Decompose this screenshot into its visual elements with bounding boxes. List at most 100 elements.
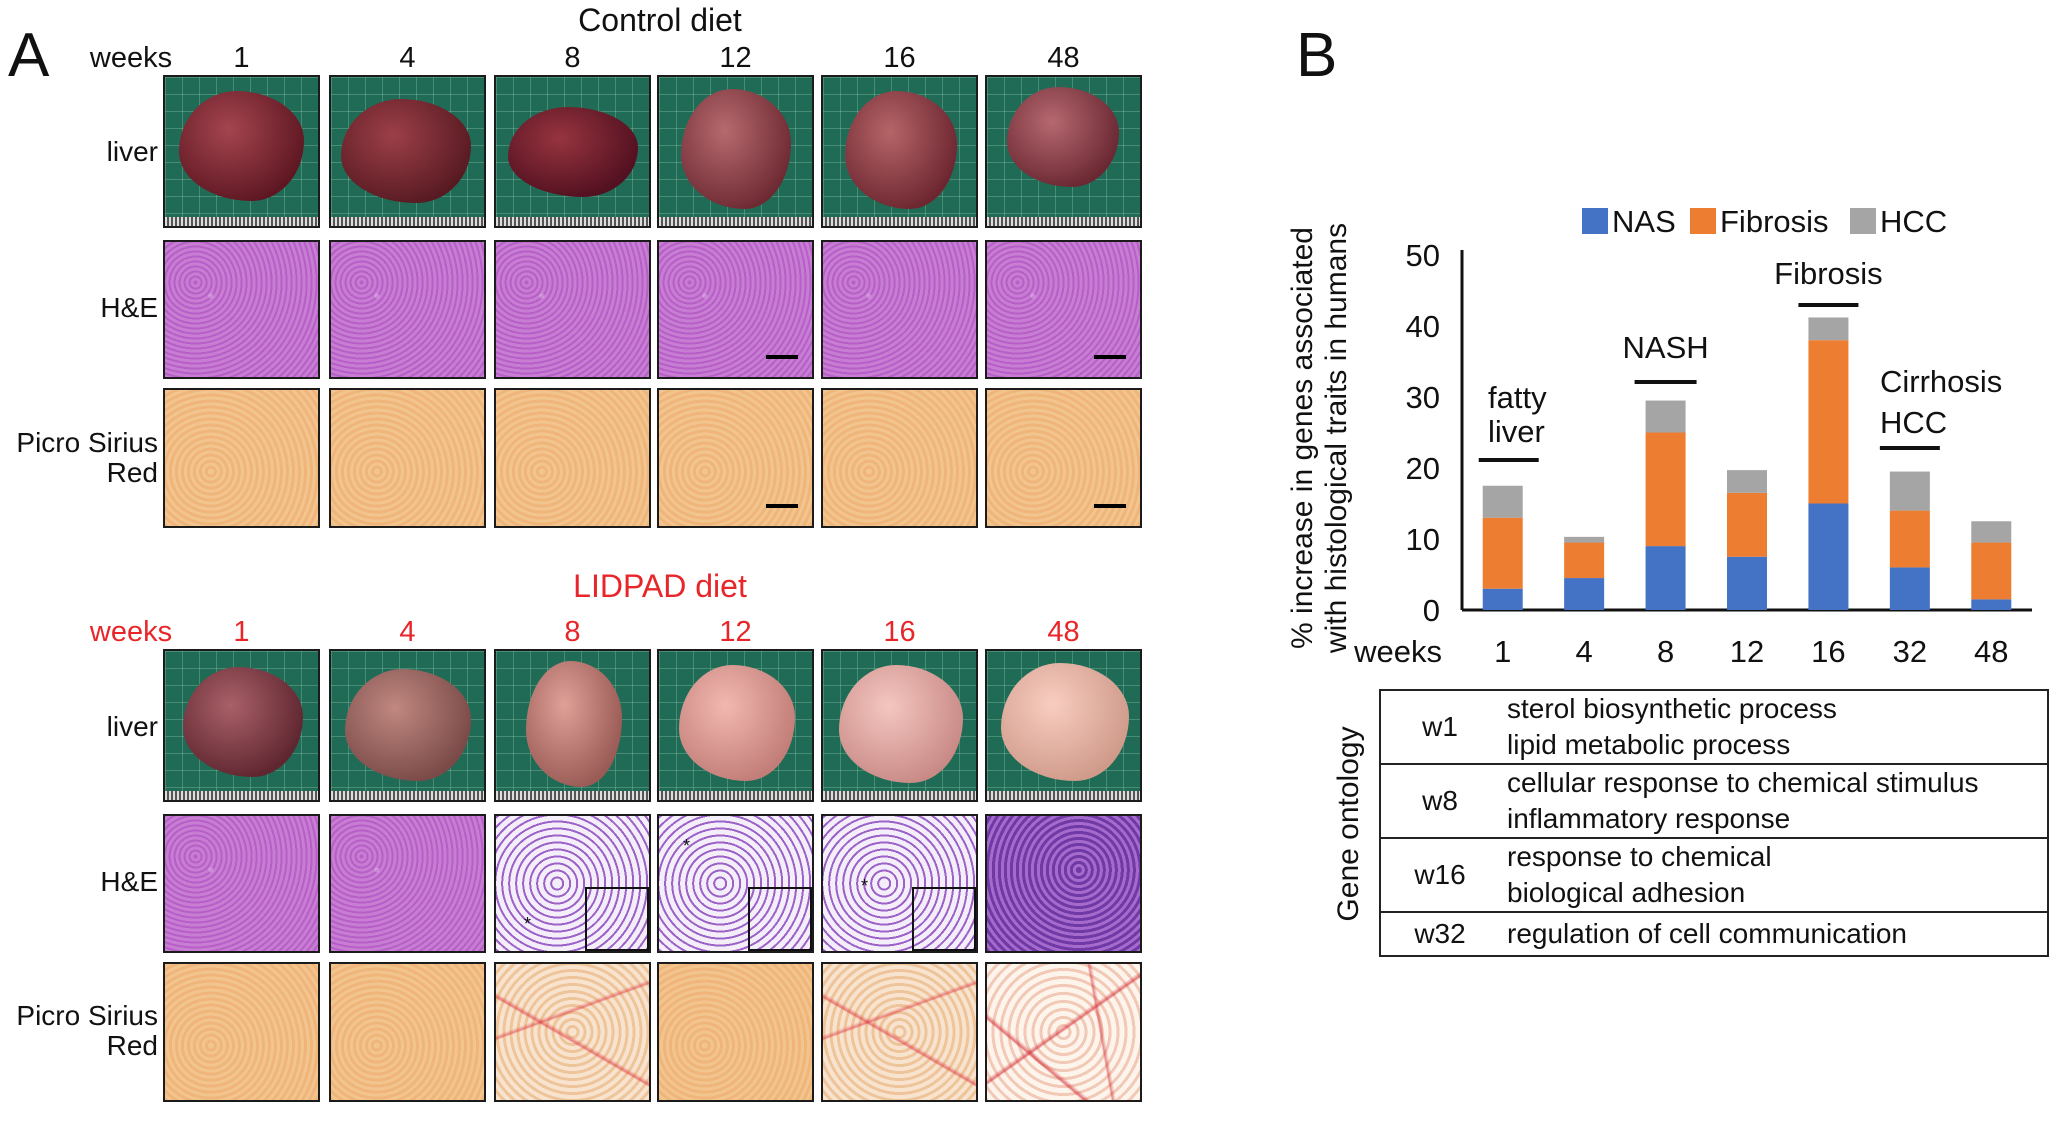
bar-segment-fibrosis-week-1 [1482,517,1523,589]
panel-a-letter: A [8,21,50,90]
bar-segment-hcc-week-1 [1482,485,1523,518]
gene-ontology-table: w1 sterol biosynthetic process lipid metab… [1379,689,2049,957]
lidpad-picrosirius-micrograph [163,962,320,1102]
bar-segment-nas-week-12 [1727,556,1767,610]
asterisk-marker: * [524,914,532,934]
gene-ontology-row: w32 regulation of cell communication [1379,911,2049,957]
bar-segment-nas-week-16 [1808,503,1849,610]
lidpad-liver-photo [329,649,486,802]
control-week-12: 12 [719,42,752,74]
gene-ontology-term: cellular response to chemical stimulus [1507,767,1979,798]
bar-segment-hcc-week-32 [1889,471,1930,511]
x-tick-label: 1 [1494,634,1511,669]
control-liver-photo [657,75,814,228]
control-he-micrograph [329,240,486,379]
scale-bar [1094,504,1126,508]
inset-frame [748,887,812,951]
bar-segment-nas-week-48 [1971,599,2012,610]
stage-annotation-text: liver [1488,414,1545,449]
lidpad-week-4: 4 [399,616,416,648]
bar-segment-hcc-week-16 [1808,317,1849,341]
lidpad-liver-photo [985,649,1142,802]
y-axis-title: % increase in genes associatedwith histo… [1286,223,1353,654]
control-liver-photo [985,75,1142,228]
lidpad-he-micrograph: * [494,814,651,953]
control-week-8: 8 [564,42,581,74]
scale-bar [766,504,798,508]
bar-segment-hcc-week-48 [1971,521,2012,543]
lidpad-he-micrograph [163,814,320,953]
bar-segment-nas-week-4 [1564,578,1605,610]
x-tick-label: 32 [1893,634,1927,669]
lidpad-row-label-psr: Picro Sirius Red [16,1000,158,1061]
control-week-48: 48 [1047,42,1080,74]
control-he-micrograph [163,240,320,379]
gene-ontology-row: w8 cellular response to chemical stimulus… [1379,763,2049,839]
bar-segment-nas-week-8 [1645,546,1686,610]
gene-ontology-week: w16 [1379,837,1499,913]
control-row-label-psr: Picro Sirius Red [16,427,158,488]
x-axis-title: weeks [1353,634,1442,669]
control-liver-photo [329,75,486,228]
control-week-4: 4 [399,42,416,74]
gene-ontology-week: w8 [1379,763,1499,839]
scale-bar [766,355,798,359]
legend-swatch-fibrosis [1690,208,1716,234]
inset-frame [585,887,649,951]
lidpad-weeks-label: weeks [89,616,173,648]
gene-ontology-label: Gene ontology [1332,726,1365,922]
lidpad-he-micrograph [329,814,486,953]
control-week-16: 16 [883,42,916,74]
control-he-micrograph [821,240,978,379]
stage-annotation-text: Cirrhosis [1880,364,2002,399]
bar-segment-hcc-week-8 [1645,400,1686,433]
control-liver-photo [163,75,320,228]
y-axis-title-line: % increase in genes associated [1286,227,1319,649]
lidpad-he-micrograph [985,814,1142,953]
control-he-micrograph [985,240,1142,379]
lidpad-row-label-liver: liver [106,711,158,742]
y-axis-title-line: with histological traits in humans [1320,223,1353,654]
lidpad-week-48: 48 [1047,616,1080,648]
stage-annotation-text: NASH [1623,330,1709,365]
lidpad-liver-photo [657,649,814,802]
gene-ontology-term: response to chemical [1507,841,1772,872]
gene-ontology-terms: regulation of cell communication [1499,911,2049,957]
control-weeks-label: weeks [89,42,173,74]
panel-b-letter: B [1296,21,1338,90]
legend-swatch-hcc [1850,208,1876,234]
bar-segment-fibrosis-week-4 [1564,542,1605,579]
lidpad-picrosirius-micrograph [821,962,978,1102]
bar-segment-nas-week-32 [1889,567,1930,610]
control-picrosirius-micrograph [985,388,1142,528]
bar-segment-hcc-week-12 [1727,470,1767,493]
lidpad-he-micrograph: * [821,814,978,953]
y-tick-label: 20 [1406,451,1440,486]
gene-ontology-row: w1 sterol biosynthetic process lipid metab… [1379,689,2049,765]
x-tick-label: 12 [1730,634,1764,669]
gene-ontology-term: regulation of cell communication [1507,918,1907,949]
x-tick-label: 4 [1576,634,1593,669]
lidpad-liver-photo [821,649,978,802]
control-liver-photo [821,75,978,228]
gene-ontology-terms: response to chemical biological adhesion [1499,837,2049,913]
bar-segment-fibrosis-week-8 [1645,432,1686,547]
gene-ontology-term: lipid metabolic process [1507,729,1791,760]
control-picrosirius-micrograph [329,388,486,528]
control-diet-title: Control diet [578,2,742,38]
stage-annotation-text: fatty [1488,380,1547,415]
bar-segment-fibrosis-week-16 [1808,340,1849,504]
legend-label-fibrosis: Fibrosis [1720,204,1829,239]
bar-segment-hcc-week-4 [1564,536,1605,543]
gene-ontology-week: w1 [1379,689,1499,765]
x-tick-label: 16 [1811,634,1845,669]
lidpad-week-12: 12 [719,616,752,648]
y-tick-label: 10 [1406,522,1440,557]
legend-label-nas: NAS [1612,204,1676,239]
x-tick-label: 48 [1974,634,2008,669]
lidpad-picrosirius-micrograph [985,962,1142,1102]
scale-bar [1094,355,1126,359]
lidpad-picrosirius-micrograph [329,962,486,1102]
lidpad-picrosirius-micrograph [657,962,814,1102]
gene-ontology-row: w16 response to chemical biological adhesi… [1379,837,2049,913]
